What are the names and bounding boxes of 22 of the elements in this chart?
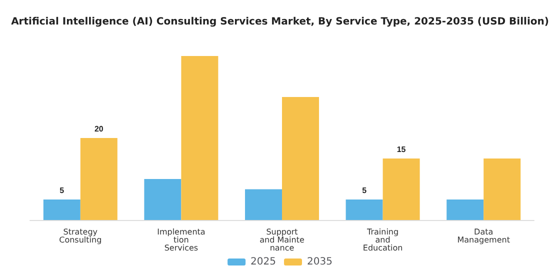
- x-tick-label: Training and Education: [362, 228, 403, 252]
- bar: [80, 138, 118, 220]
- legend-label: 2035: [307, 256, 332, 268]
- bar: [484, 158, 521, 220]
- bar: [43, 200, 80, 220]
- chart-title: Artificial Intelligence (AI) Consulting Services Market, By Service Type, 2025-2035 (USD Billion): [11, 16, 549, 28]
- bar: [282, 97, 319, 220]
- data-label: 20: [94, 124, 104, 134]
- data-label: 15: [396, 145, 406, 154]
- bar: [346, 200, 383, 220]
- legend-label: 2025: [250, 256, 276, 268]
- bar: [144, 179, 182, 220]
- x-tick-label: Implementa tion Services: [157, 228, 206, 252]
- x-tick-label: Strategy Consulting: [59, 228, 102, 244]
- data-label: 5: [362, 186, 368, 195]
- bar: [382, 158, 420, 220]
- x-tick-label: Data Management: [457, 228, 510, 244]
- bar: [446, 200, 484, 220]
- x-tick-label: Support and Mainte nance: [260, 228, 304, 252]
- bar: [181, 56, 218, 220]
- bar: [245, 189, 282, 220]
- data-label: 5: [60, 186, 65, 195]
